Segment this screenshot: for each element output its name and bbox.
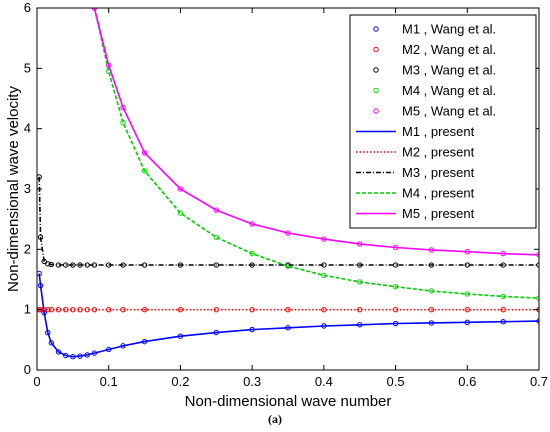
series-5-point [177,186,184,192]
series-9 [93,8,539,299]
series-10 [93,8,539,256]
series-2-point [464,306,470,313]
legend-label-8: M3 , present [402,165,475,180]
y-tick-label: 0 [24,362,31,377]
series-6-line [38,273,539,358]
series-3-point [213,262,219,268]
x-tick-label: 0.2 [171,374,189,389]
series-2-point [285,306,291,313]
legend-marker-5 [373,108,379,114]
series-2-point [177,306,184,313]
figure-caption: (a) [268,412,282,426]
series-8-line [38,176,539,266]
x-tick-label: 0.3 [243,374,261,389]
legend-marker-1 [373,26,379,32]
series-2-point [321,306,327,313]
y-tick-label: 3 [24,181,31,196]
x-tick-label: 0.1 [100,374,118,389]
series-2-point [141,306,148,313]
series-4-point [141,168,148,174]
x-tick-label: 0.5 [387,374,405,389]
series-4-point [177,210,184,216]
y-tick-label: 1 [24,302,31,317]
series-9-line [93,8,539,299]
legend: M1 , Wang et al. M2 , Wang et al. M3 , Wan… [349,14,537,229]
series-10-line [93,8,539,256]
legend-label-6: M1 , present [402,124,475,139]
y-tick-label: 6 [24,0,31,15]
y-axis-title: Non-dimensional wave velocity [5,86,22,292]
y-tick-label: 4 [24,121,31,136]
legend-label-7: M2 , present [402,145,475,160]
legend-label-1: M1 , Wang et al. [402,22,496,37]
series-8 [38,176,539,266]
axes-layer: 0 0.1 0.2 0.3 0.4 0.5 0.6 0.7 0 1 2 3 4 5 6 [24,0,548,389]
series-6 [38,273,539,358]
legend-label-9: M4 , present [402,186,475,201]
x-axis-title: Non-dimensional wave number [185,393,392,410]
series-1-point [55,349,62,355]
x-tick-label: 0.4 [315,374,333,389]
legend-label-10: M5 , present [402,206,475,221]
legend-label-2: M2 , Wang et al. [402,42,496,57]
legend-label-4: M4 , Wang et al. [402,83,496,98]
x-tick-label: 0.6 [458,374,476,389]
x-tick-label: 0 [33,374,40,389]
series-4-point [249,250,255,257]
x-tick-label: 0.7 [530,374,548,389]
legend-marker-2 [373,46,379,53]
legend-marker-4 [373,87,379,94]
legend-label-5: M5 , Wang et al. [402,104,496,119]
series-5-point [141,150,148,156]
legend-marker-3 [373,67,379,73]
series-2-point [428,306,435,313]
y-tick-label: 5 [24,60,31,75]
legend-label-3: M3 , Wang et al. [402,63,496,78]
series-layer [37,8,539,360]
y-tick-label: 2 [24,241,31,256]
series-4-point [213,234,219,240]
